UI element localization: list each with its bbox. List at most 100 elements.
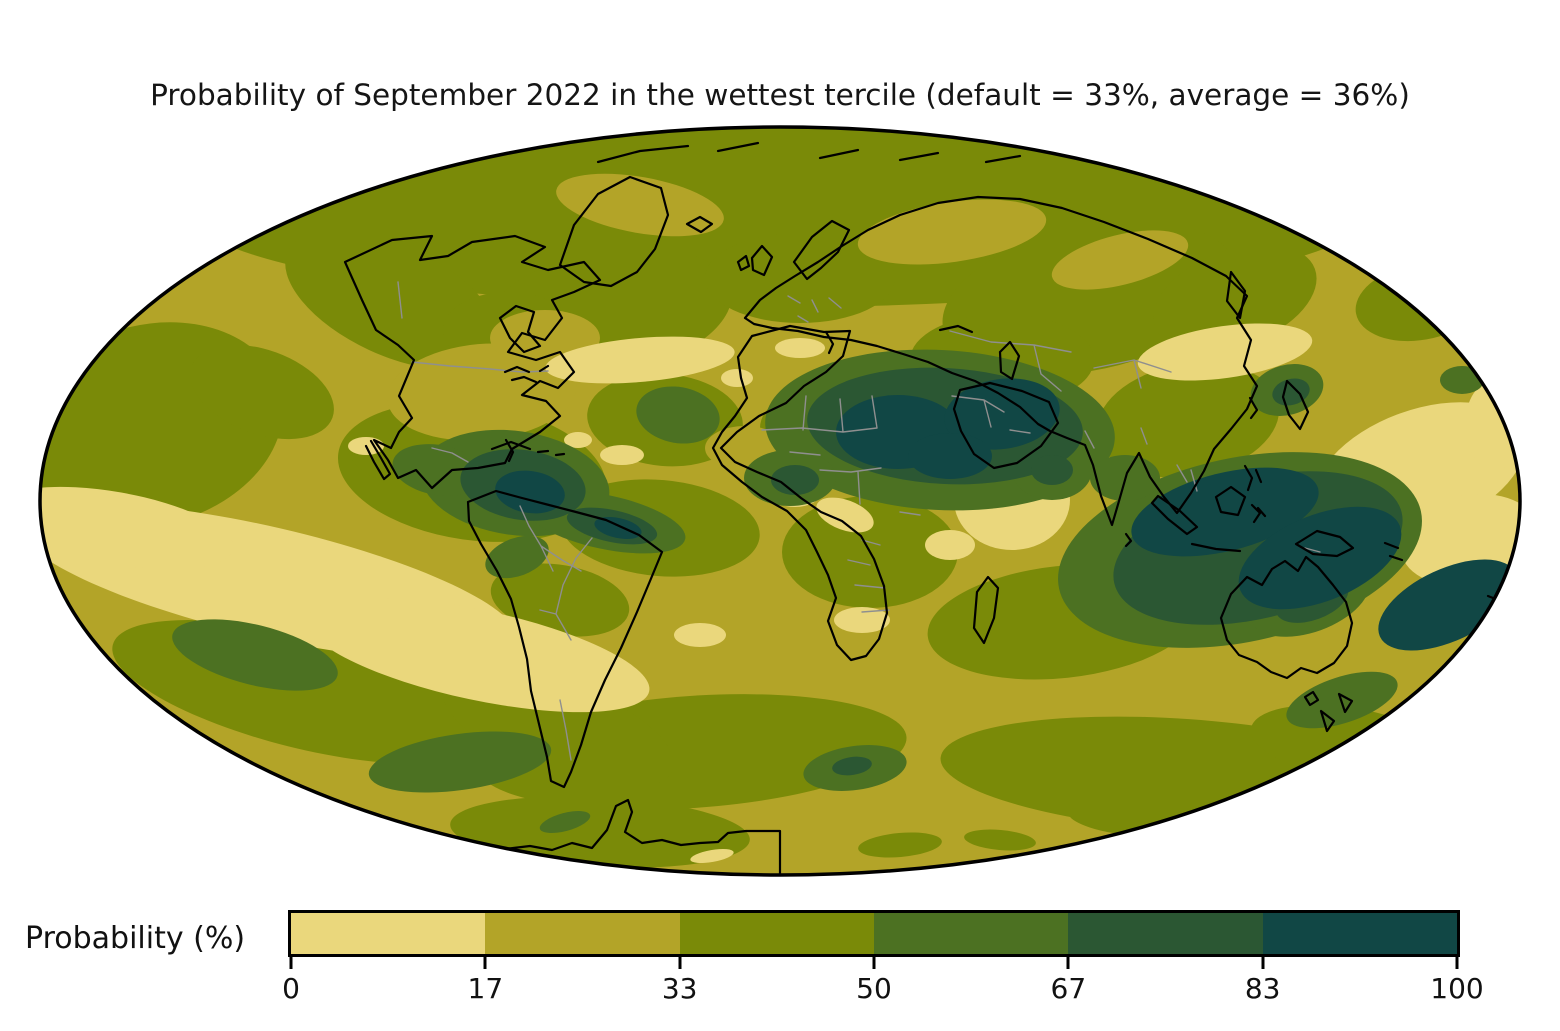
colorbar-tick-label: 0 [282,972,300,1005]
probability-contour-blob [40,486,234,570]
probability-contour-blob [636,386,720,444]
probability-contour-blob [306,597,650,713]
coastline [1214,485,1247,517]
probability-contour-blob [771,465,819,495]
coastline [1303,690,1320,707]
coastline [596,141,1022,164]
coastline [1281,379,1310,431]
probability-contour-blob [392,444,484,496]
probability-contour-blob [539,811,591,833]
colorbar-tick-label: 17 [467,972,504,1005]
coastline [998,340,1021,381]
probability-contour-blob [721,369,753,387]
probability-contour-blob [556,173,724,237]
colorbar-tick-label: 67 [1050,972,1087,1005]
coastline [1225,270,1247,320]
country-border [1093,359,1172,389]
colorbar-tick [1261,954,1265,969]
colorbar-segment [291,913,486,954]
probability-contour-blob [1031,455,1073,485]
country-border [1176,464,1198,492]
projection-outline [38,125,1522,877]
probability-contour-blob [368,731,552,793]
probability-contour-blob [1272,378,1310,406]
colorbar-segment [485,913,680,954]
probability-contour-blob [1051,230,1189,290]
coastline [743,195,1259,527]
colorbar-segment [679,913,874,954]
probability-contour-blob [1440,366,1484,394]
probability-contour-blob [1096,362,1280,478]
colorbar-segment [873,913,1069,954]
country-border [1304,547,1321,553]
country-border [847,539,881,566]
coastline [466,489,664,789]
colorbar-label: Probability (%) [25,921,246,956]
coastline [558,175,670,288]
probability-contour-blob [594,517,642,539]
probability-contour-blob [495,470,565,514]
figure-title: Probability of September 2022 in the wet… [150,78,1410,112]
coastline [1250,503,1267,524]
probability-contour-blob [674,623,726,647]
coastline [1190,542,1242,553]
coastline [504,438,515,463]
probability-contour-blob [775,338,825,358]
colorbar-tick-label: 50 [856,972,892,1005]
probability-contour-blob [834,607,890,633]
colorbar-tick [1455,954,1459,969]
coastline [1248,396,1259,420]
probability-contour-blob [1137,323,1313,381]
colorbar-segment [1068,913,1263,954]
colorbar-tick [872,954,876,969]
probability-contour-blob [1400,494,1520,586]
probability-contour-blob [450,796,750,868]
coastline [1150,494,1199,536]
coastline [503,364,550,384]
country-border [949,330,1072,392]
coastline [952,381,1060,470]
probability-contour-blob [857,199,1047,265]
coastline [364,439,392,481]
probability-contour-blob [925,530,975,560]
country-border [519,505,593,641]
colorbar-segment [1262,913,1457,954]
colorbar-tick [1066,954,1070,969]
coastline [1294,529,1355,558]
probability-contour-blob [964,829,1036,851]
coastline [972,575,1000,645]
probability-contour-blob [908,433,992,479]
coastline [1243,464,1263,492]
coastline [792,219,851,281]
colorbar-tick-label: 33 [661,972,698,1005]
probability-contour-blob [387,343,577,441]
country-border [397,281,403,319]
probability-contour-blob [690,848,734,864]
probability-contour-blob [172,619,338,691]
colorbar: 0 17 33 50 67 83 100 [282,910,1484,1005]
country-border [787,295,842,323]
probability-contour-blob [190,344,334,440]
colorbar-tick-label: 83 [1244,972,1281,1005]
probability-contour-blob [816,497,874,533]
probability-contour-blob [944,378,1060,450]
country-border [951,395,1031,434]
coastline [1319,692,1354,733]
country-border [411,361,549,373]
colorbar-tick [289,954,293,969]
coastline [1124,532,1133,548]
probability-contour-blob [485,535,549,579]
colorbar-tick-label: 100 [1430,972,1484,1005]
probability-contour-blob [705,233,895,323]
coastline [503,798,782,875]
coastline [498,304,542,354]
colorbar-tick [678,954,682,969]
coastline [711,324,889,662]
probability-contour-blob [1378,559,1518,651]
coastline [343,234,602,490]
coastline [824,330,835,355]
probability-contour-blob [1238,506,1402,610]
colorbar-swatches [291,913,1457,954]
probability-contour-blob [832,756,872,776]
